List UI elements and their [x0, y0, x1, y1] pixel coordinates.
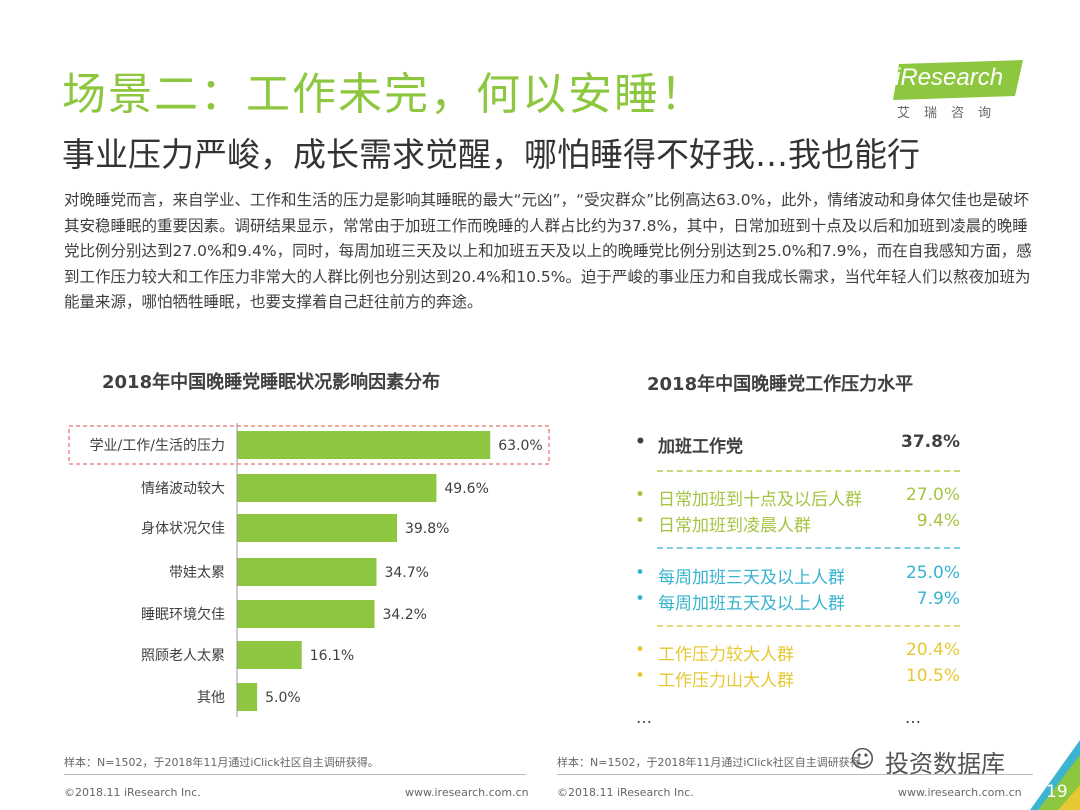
page-subtitle: 事业压力严峻，成长需求觉醒，哪怕睡得不好我…我也能行	[62, 135, 920, 174]
stat-label: 每周加班五天及以上人群	[658, 594, 845, 614]
source-note: 样本：N=1502，于2018年11月通过iClick社区自主调研获得。	[64, 756, 379, 769]
divider	[657, 470, 960, 472]
body-text: 对晚睡党而言，来自学业、工作和生活的压力是影响其睡眠的最大“元凶”，“受灾群众”…	[64, 191, 1032, 311]
copyright: ©2018.11 iResearch Inc.	[557, 786, 694, 799]
bullet-icon: •	[635, 432, 646, 452]
bar	[237, 683, 258, 711]
website: www.iresearch.com.cn	[405, 786, 529, 799]
bullet-icon: •	[635, 589, 646, 609]
stat-label: 工作压力较大人群	[658, 645, 794, 665]
bullet-icon: •	[635, 666, 646, 686]
stat-value: 10.5%	[905, 666, 960, 686]
bullet-icon: •	[635, 563, 646, 583]
data-label: 5.0%	[265, 690, 301, 706]
data-label: 34.2%	[382, 607, 426, 623]
website: www.iresearch.com.cn	[898, 786, 1022, 799]
watermark: 投资数据库	[885, 750, 1005, 778]
category-label: 情绪波动较大	[141, 481, 225, 497]
stat-value: 9.4%	[916, 511, 960, 531]
page-number: 19	[1046, 782, 1068, 802]
category-label: 学业/工作/生活的压力	[90, 438, 225, 454]
divider	[657, 625, 960, 627]
data-label: 49.6%	[444, 481, 488, 497]
bar-chart: 学业/工作/生活的压力 63.0% 情绪波动较大 49.6% 身体状况欠佳 39.8% 带娃…	[68, 423, 550, 717]
stat-label: 工作压力山大人群	[658, 671, 794, 691]
stat-value: 25.0%	[905, 563, 960, 583]
copyright: ©2018.11 iResearch Inc.	[64, 786, 201, 799]
stat-label: 加班工作党	[658, 437, 743, 457]
stat-value: 7.9%	[916, 589, 960, 609]
highlight-box	[68, 425, 550, 465]
data-label: 63.0%	[498, 438, 542, 454]
footer-line	[557, 774, 1033, 775]
bar	[237, 558, 377, 586]
stat-value: 27.0%	[905, 485, 960, 505]
stat-label: 日常加班到十点及以后人群	[658, 490, 862, 510]
ellipsis: …	[636, 708, 652, 727]
divider	[657, 547, 960, 549]
footer-line	[64, 774, 526, 775]
right-panel-title: 2018年中国晚睡党工作压力水平	[647, 374, 914, 395]
bar	[237, 600, 375, 628]
data-label: 39.8%	[405, 521, 449, 537]
corner-decoration	[1030, 740, 1080, 810]
category-label: 照顾老人太累	[141, 648, 225, 664]
logo-cn: 艾瑞咨询	[897, 106, 1006, 121]
iresearch-logo	[893, 60, 1023, 100]
bar	[237, 514, 397, 542]
stat-label: 日常加班到凌晨人群	[658, 516, 811, 536]
stat-value: 37.8%	[901, 432, 960, 452]
data-label: 34.7%	[384, 565, 428, 581]
page-title: 场景二：工作未完，何以安睡！	[62, 69, 706, 120]
ellipsis: …	[905, 708, 921, 727]
category-label: 带娃太累	[169, 565, 225, 581]
bullet-icon: •	[635, 640, 646, 660]
logo-text: iResearch	[895, 64, 1004, 91]
bar	[237, 431, 491, 459]
stat-label: 每周加班三天及以上人群	[658, 568, 845, 588]
bar	[237, 641, 302, 669]
source-note-right: 样本：N=1502，于2018年11月通过iClick社区自主调研获得	[557, 756, 861, 769]
stat-value: 20.4%	[905, 640, 960, 660]
category-label: 睡眠环境欠佳	[141, 607, 225, 623]
category-label: 其他	[197, 690, 225, 706]
bar	[237, 474, 437, 502]
bullet-icon: •	[635, 511, 646, 531]
chart-title: 2018年中国晚睡党睡眠状况影响因素分布	[102, 372, 441, 393]
wechat-icon: ☺	[850, 745, 876, 773]
category-label: 身体状况欠佳	[141, 521, 225, 537]
data-label: 16.1%	[310, 648, 354, 664]
bullet-icon: •	[635, 485, 646, 505]
